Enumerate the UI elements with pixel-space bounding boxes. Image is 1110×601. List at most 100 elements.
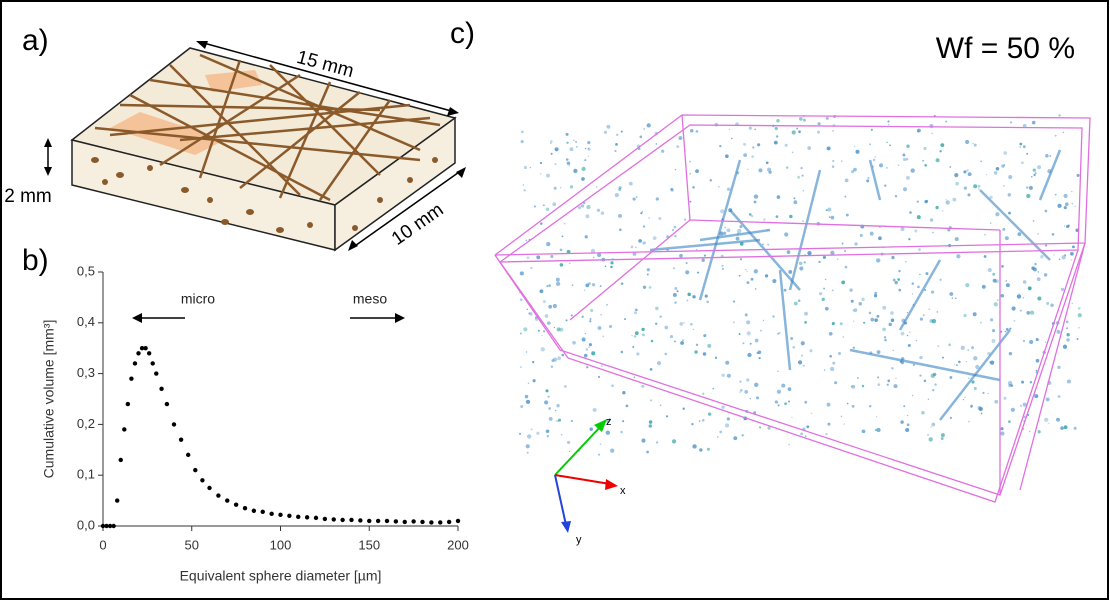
pore [995,166,1000,171]
pore [793,301,798,306]
point [278,512,283,518]
pore [993,302,998,307]
pore [1060,426,1064,430]
pore [892,278,896,282]
pore [521,130,524,134]
pore [967,172,972,177]
pore [586,205,591,210]
pore [983,255,987,258]
pore [536,255,541,260]
pore [751,155,754,158]
pore [702,392,705,395]
pore [1011,306,1016,311]
pore [527,382,530,385]
pore [914,229,918,233]
pore [742,342,745,345]
pore [536,431,540,435]
pore [581,177,585,181]
pore [804,311,808,316]
point [446,519,452,525]
pore [962,399,965,401]
pore [861,429,866,434]
pore [774,126,778,131]
pore [548,407,551,410]
pore [850,169,855,174]
pore [919,355,923,360]
pore [600,211,605,215]
pore [971,380,975,384]
pore [891,318,894,322]
pore [1070,259,1072,261]
pore [622,420,625,423]
pore [550,142,552,144]
pore [519,332,522,335]
pore [746,281,750,284]
pore [591,283,596,287]
pore [597,253,602,258]
pore [844,195,847,198]
pore [817,130,821,134]
point [349,517,354,523]
pore [585,283,590,288]
pore [758,426,762,429]
pore [758,168,763,173]
pore [548,304,553,309]
pore [694,350,698,354]
pore [724,226,727,229]
pore [551,359,555,363]
pore [539,161,543,165]
pore [554,147,559,152]
point [186,452,191,458]
pore [541,335,543,337]
fiber [898,259,942,331]
pore [923,379,927,383]
fiber [788,169,822,291]
pore [966,169,969,172]
pore [581,315,584,318]
pore [520,140,524,144]
pore [797,299,801,303]
point [111,523,116,529]
pore [568,450,571,453]
pore [876,258,881,263]
pore [929,218,934,222]
pore [721,264,724,267]
pore [1000,293,1005,298]
pore [556,404,560,408]
pore [989,318,994,322]
pore [921,410,925,415]
pore [873,294,878,298]
pore [581,337,586,342]
fiber [699,228,771,242]
pore [524,394,529,399]
pore [753,269,758,274]
annotation: meso [353,291,387,307]
fiber [649,238,761,252]
pore [818,291,823,296]
pore [828,216,831,218]
pore [739,388,743,392]
pore [800,341,805,346]
pore [564,384,567,388]
pore [784,402,787,406]
pore [900,420,904,424]
pore [767,167,772,172]
pore [676,145,680,149]
pore [1066,225,1069,229]
pore [1003,151,1008,155]
pore [995,212,1000,217]
pore [980,412,983,415]
pore [624,318,626,321]
pore [566,141,569,144]
point [375,518,381,524]
pore [937,345,940,348]
pore [1026,310,1031,315]
axis-label: y [576,534,582,546]
pore [670,187,674,191]
pore [963,186,967,190]
pore [584,235,588,239]
pore [555,281,561,286]
pore [520,366,522,368]
pore [746,320,751,325]
pore [598,453,601,456]
